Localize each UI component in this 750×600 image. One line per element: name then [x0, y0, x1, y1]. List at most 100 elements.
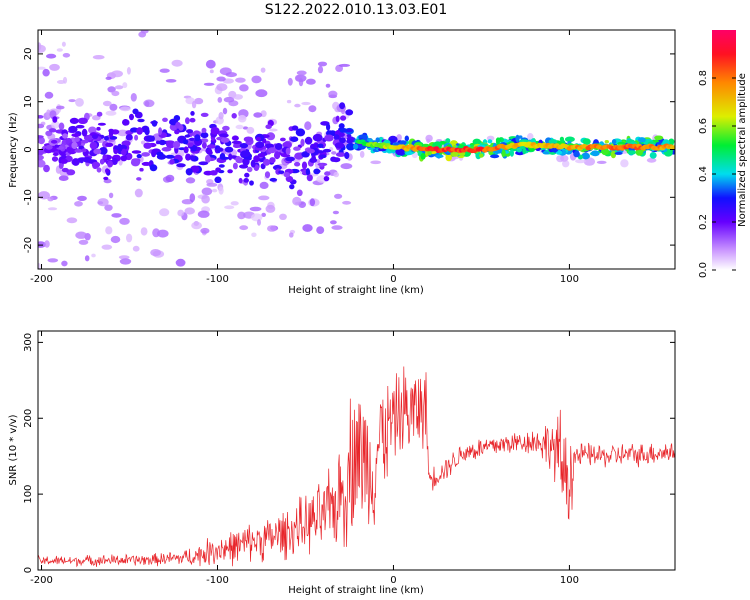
spectrogram-blob — [620, 159, 629, 168]
spectrogram-blob — [191, 100, 197, 109]
spectrogram-blob — [201, 127, 207, 134]
spectrogram-blob — [71, 133, 80, 138]
spectrogram-blob — [165, 79, 177, 83]
spectrogram-blob — [38, 137, 45, 145]
spectrogram-blob — [582, 138, 591, 146]
snr-y-tick-label: 0 — [23, 567, 34, 573]
spectrogram-blob — [225, 72, 237, 78]
spectrogram-blob — [134, 188, 143, 198]
spectrogram-blob — [222, 125, 230, 131]
spectrogram-blob — [187, 142, 194, 147]
spectrogram-blob — [317, 143, 324, 148]
spectrogram-x-tick-label: 100 — [560, 274, 579, 285]
colorbar-tick-label: 0.4 — [698, 166, 709, 182]
spectrogram-blob — [581, 152, 590, 160]
spectrogram-blob — [38, 154, 44, 161]
spectrogram-blob — [479, 153, 484, 158]
snr-y-tick-label: 300 — [23, 333, 34, 352]
spectrogram-blob — [235, 77, 246, 83]
spectrogram-blob — [285, 147, 291, 155]
spectrogram-y-tick-label: 0 — [23, 146, 34, 152]
spectrogram-blob — [235, 155, 242, 164]
spectrogram-blob — [295, 128, 306, 137]
spectrogram-blob — [232, 162, 238, 170]
spectrogram-blob — [83, 134, 93, 141]
spectrogram-blob — [80, 139, 89, 144]
spectrogram-blob — [300, 138, 305, 147]
spectrogram-blob — [77, 117, 88, 125]
spectrogram-blob — [165, 154, 175, 159]
spectrogram-blob — [105, 168, 110, 174]
spectrogram-blob — [283, 172, 291, 178]
spectrogram-blob — [490, 154, 500, 159]
spectrogram-blob — [302, 224, 313, 232]
spectrogram-blob — [251, 213, 263, 222]
spectrogram-blob — [564, 136, 575, 143]
spectrogram-blob — [46, 53, 57, 59]
spectrogram-blob — [261, 212, 267, 217]
spectrogram-blob — [237, 114, 247, 123]
spectrogram-blob — [197, 210, 210, 218]
spectrogram-blob — [237, 211, 246, 220]
spectrogram-blob — [331, 151, 337, 155]
spectrogram-blob — [62, 53, 71, 58]
spectrogram-blob — [260, 67, 266, 73]
snr-x-tick-label: -200 — [30, 575, 53, 586]
spectrogram-blob — [265, 204, 276, 213]
spectrogram-blob — [189, 155, 196, 161]
spectrogram-x-tick-label: -200 — [30, 274, 53, 285]
spectrogram-blob — [216, 76, 226, 82]
spectrogram-blob — [201, 194, 210, 204]
spectrogram-blob — [590, 150, 600, 157]
spectrogram-blob — [346, 142, 356, 151]
spectrogram-blob — [185, 153, 191, 161]
spectrogram-blob — [224, 205, 235, 210]
spectrogram-blob — [269, 157, 276, 164]
spectrogram-blob — [304, 136, 313, 145]
spectrogram-blob — [334, 142, 345, 149]
spectrogram-blob — [285, 156, 295, 162]
spectrogram-blob — [130, 158, 141, 167]
spectrogram-blob — [77, 195, 87, 201]
spectrogram-blob — [487, 139, 493, 144]
spectrogram-x-axis-label: Height of straight line (km) — [288, 285, 424, 296]
spectrogram-blob — [74, 201, 83, 207]
spectrogram-blob — [42, 68, 50, 77]
spectrogram-blob — [126, 67, 131, 75]
spectrogram-blob — [344, 151, 350, 160]
spectrogram-blob — [151, 120, 158, 127]
figure-title: S122.2022.010.13.03.E01 — [265, 2, 448, 18]
spectrogram-blob — [319, 163, 324, 167]
spectrogram-blob — [396, 134, 402, 142]
snr-x-tick-label: -100 — [206, 575, 229, 586]
spectrogram-blob — [114, 85, 124, 90]
spectrogram-blob — [309, 198, 316, 207]
spectrogram-blob — [43, 164, 50, 173]
spectrogram-blob — [74, 136, 80, 142]
spectrogram-blob — [139, 167, 144, 172]
spectrogram-blob — [52, 116, 58, 123]
spectrogram-blob — [654, 135, 664, 141]
spectrogram-blob — [171, 59, 183, 67]
spectrogram-ridge-point — [672, 145, 675, 150]
spectrogram-blob — [104, 204, 113, 211]
spectrogram-blob — [205, 59, 216, 69]
spectrogram-blob — [322, 148, 332, 153]
spectrogram-y-axis-label: Frequency (Hz) — [8, 112, 19, 188]
spectrogram-blob — [218, 164, 225, 168]
spectrogram-blob — [250, 159, 256, 168]
spectrogram-blob — [339, 127, 348, 133]
spectrogram-blob — [143, 142, 152, 149]
spectrogram-blob — [451, 152, 459, 157]
colorbar-tick-label: 0.6 — [698, 118, 709, 134]
spectrogram-blob — [251, 232, 257, 238]
spectrogram-blob — [235, 124, 244, 130]
spectrogram-blob — [338, 123, 345, 129]
spectrogram-blob — [216, 83, 228, 91]
spectrogram-blob — [264, 171, 271, 179]
spectrogram-blob — [515, 134, 520, 143]
spectrogram-blob — [268, 128, 278, 132]
spectrogram-blob — [62, 76, 68, 84]
spectrogram-blob — [144, 128, 150, 136]
spectrogram-blob — [51, 120, 60, 129]
